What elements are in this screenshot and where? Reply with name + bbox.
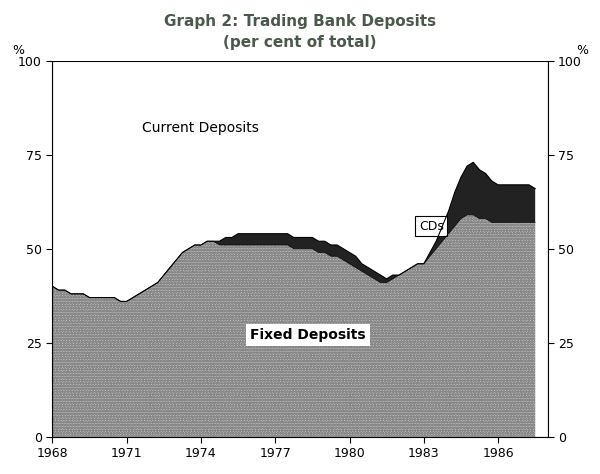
Text: CDs: CDs	[419, 219, 444, 233]
Text: Fixed Deposits: Fixed Deposits	[250, 328, 366, 342]
Text: %: %	[576, 44, 588, 57]
Text: Current Deposits: Current Deposits	[142, 121, 259, 136]
Text: %: %	[12, 44, 24, 57]
Title: Graph 2: Trading Bank Deposits
(per cent of total): Graph 2: Trading Bank Deposits (per cent…	[164, 14, 436, 50]
